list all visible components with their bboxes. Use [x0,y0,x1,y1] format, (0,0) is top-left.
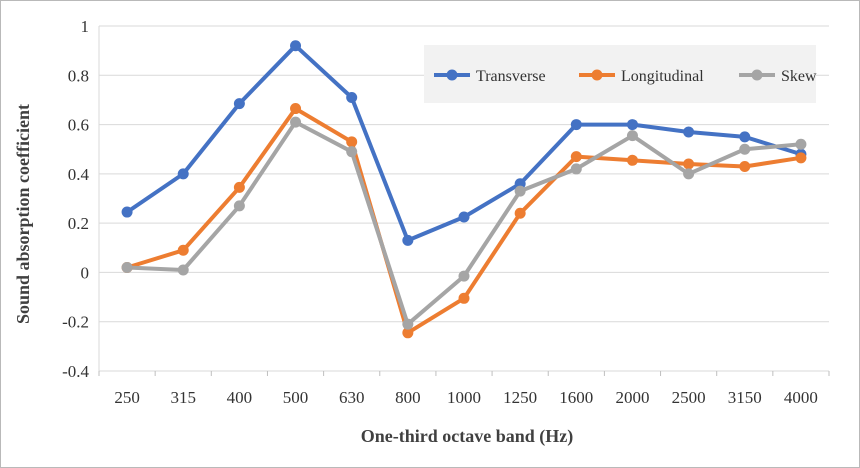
y-tick-label: 0.4 [68,165,90,184]
y-tick-label: 0.8 [68,66,89,85]
x-tick-label: 2000 [615,388,649,407]
y-axis-title: Sound absorption coefficient [13,104,33,324]
data-point-skew [795,138,807,150]
data-point-transverse [402,234,414,246]
x-tick-label: 4000 [784,388,818,407]
legend-label-skew: Skew [781,68,817,85]
y-tick-label: 0.2 [68,214,89,233]
data-point-skew [739,143,751,155]
data-point-transverse [290,40,302,52]
data-point-longitudinal [233,181,245,193]
data-point-transverse [177,168,189,180]
data-point-transverse [626,119,638,131]
data-point-transverse [570,119,582,131]
x-axis-title: One-third octave band (Hz) [361,426,573,447]
data-point-transverse [346,91,358,103]
series-lines [121,40,807,339]
legend-marker-transverse [446,69,458,81]
legend-marker-skew [751,69,763,81]
y-tick-label: 0.6 [68,116,89,135]
x-tick-label: 400 [227,388,253,407]
x-tick-label: 1600 [559,388,593,407]
data-point-skew [683,168,695,180]
legend-marker-longitudinal [591,69,603,81]
y-tick-label: -0.4 [62,362,89,381]
data-point-transverse [739,131,751,143]
data-point-longitudinal [570,151,582,163]
y-tick-label: -0.2 [62,313,89,332]
data-point-longitudinal [458,292,470,304]
data-point-skew [402,318,414,330]
data-point-longitudinal [683,158,695,170]
y-tick-label: 1 [81,17,90,36]
legend-label-transverse: Transverse [476,68,546,85]
data-point-longitudinal [739,160,751,172]
x-tick-label: 2500 [672,388,706,407]
data-point-longitudinal [795,152,807,164]
data-point-skew [570,163,582,175]
data-point-skew [626,130,638,142]
data-point-skew [458,270,470,282]
data-point-longitudinal [514,207,526,219]
data-point-transverse [121,206,133,218]
data-point-skew [233,200,245,212]
data-point-longitudinal [177,244,189,256]
data-point-longitudinal [402,327,414,339]
x-tick-label: 500 [283,388,309,407]
x-tick-label: 1000 [447,388,481,407]
data-point-skew [177,264,189,276]
data-point-skew [514,185,526,197]
x-tick-label: 3150 [728,388,762,407]
legend: Transverse Longitudinal Skew [424,45,817,103]
data-point-longitudinal [626,154,638,166]
data-point-transverse [233,98,245,110]
data-point-skew [121,262,133,273]
data-point-skew [290,116,302,128]
legend-label-longitudinal: Longitudinal [621,68,704,85]
x-tick-label: 1250 [503,388,537,407]
x-tick-label: 315 [170,388,196,407]
data-point-longitudinal [290,103,302,115]
x-tick-label: 630 [339,388,365,407]
data-point-transverse [458,211,470,223]
data-point-longitudinal [346,136,358,148]
data-point-skew [346,146,358,158]
data-point-transverse [683,126,695,138]
y-tick-label: 0 [81,263,90,282]
x-tick-label: 800 [395,388,421,407]
x-tick-label: 250 [114,388,140,407]
